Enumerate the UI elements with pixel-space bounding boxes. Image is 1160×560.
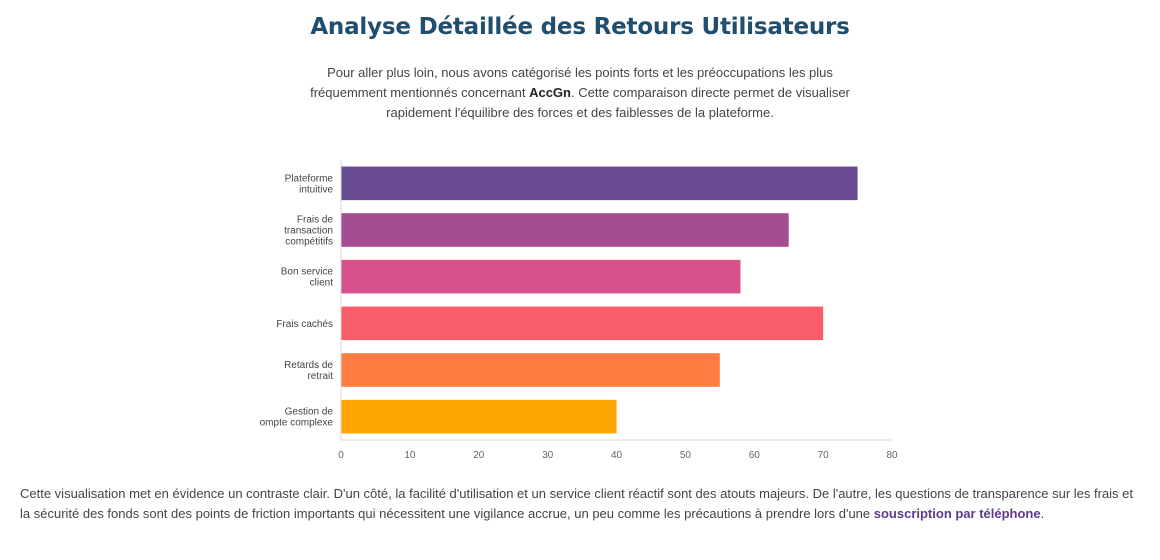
category-label-line: transaction	[284, 226, 333, 237]
bar-5[interactable]	[341, 399, 617, 434]
conclusion-text: Cette visualisation met en évidence un c…	[20, 486, 1134, 521]
category-label-line: client	[310, 278, 334, 289]
category-label-line: retrait	[307, 371, 333, 382]
x-tick-label: 30	[542, 450, 554, 461]
category-label-line: Frais cachés	[276, 319, 333, 330]
intro-paragraph: Pour aller plus loin, nous avons catégor…	[300, 63, 860, 123]
category-label-4: Retards de retrait	[284, 360, 333, 382]
bar-2[interactable]	[341, 259, 741, 294]
category-label-line: Plateforme	[285, 173, 334, 184]
category-label-5: Gestion de ompte complexe	[260, 407, 334, 429]
bar-4[interactable]	[341, 353, 720, 387]
category-label-line: intuitive	[299, 184, 333, 195]
conclusion-end: .	[1040, 506, 1045, 521]
x-tick-label: 50	[680, 450, 692, 461]
bar-group	[341, 166, 858, 434]
category-label-line: Gestion de	[285, 407, 334, 418]
category-label-1: Frais de transaction compétitifs	[284, 215, 333, 248]
subscription-link[interactable]: souscription par téléphone	[873, 506, 1041, 521]
x-tick-label: 20	[473, 450, 485, 461]
x-tick-label: 40	[611, 450, 623, 461]
intro-text-end: . Cette comparaison directe permet de vi…	[386, 85, 850, 120]
category-label-line: ompte complexe	[260, 418, 334, 429]
x-tick-label: 0	[338, 450, 344, 461]
bar-chart: Plateforme intuitive Frais de transaction co…	[260, 160, 898, 461]
bar-1[interactable]	[341, 213, 789, 247]
page-title: Analyse Détaillée des Retours Utilisateu…	[310, 14, 850, 40]
x-tick-label: 10	[404, 450, 416, 461]
conclusion-paragraph: Cette visualisation met en évidence un c…	[20, 484, 1140, 524]
intro-text-start: Pour aller plus loin, nous avons catégor…	[310, 65, 833, 100]
x-tick-label: 60	[749, 450, 761, 461]
category-label-line: compétitifs	[285, 237, 333, 248]
category-label-line: Frais de	[297, 215, 334, 226]
category-label-3: Frais cachés	[276, 319, 333, 330]
x-axis-ticks: 0 10 20 30 40 50 60 70 80	[338, 450, 898, 461]
brand-name: AccGn	[529, 85, 571, 100]
category-label-line: Retards de	[284, 360, 333, 371]
category-labels: Plateforme intuitive Frais de transaction co…	[260, 173, 334, 428]
bar-0[interactable]	[341, 166, 858, 201]
x-tick-label: 70	[818, 450, 830, 461]
x-tick-label: 80	[886, 450, 898, 461]
category-label-line: Bon service	[281, 267, 334, 278]
category-label-0: Plateforme intuitive	[285, 173, 334, 195]
bar-3[interactable]	[341, 306, 824, 341]
category-label-2: Bon service client	[281, 267, 334, 289]
